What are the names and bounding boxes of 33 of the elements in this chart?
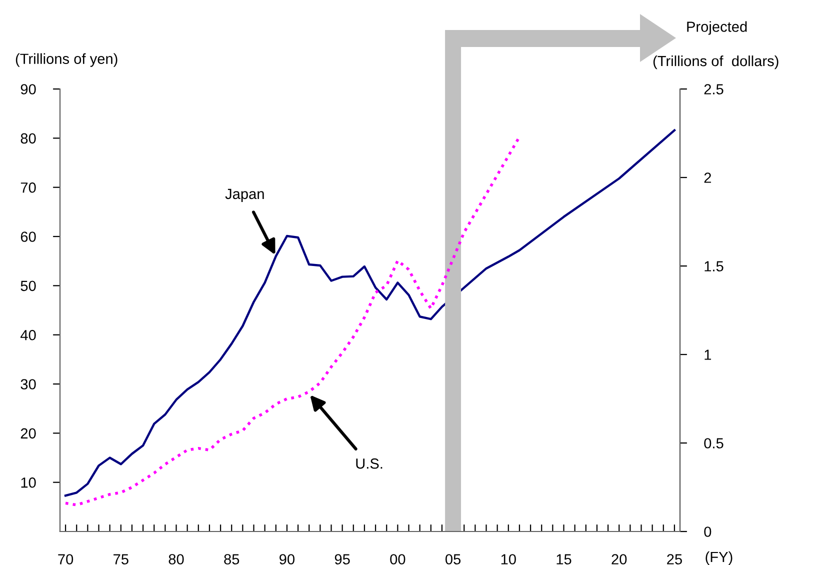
y-tick-label: 80 (20, 133, 36, 144)
y2-tick-label: 2 (704, 172, 711, 183)
y2-tick-label: 0 (704, 526, 712, 537)
y-tick-label: 10 (21, 477, 36, 488)
y-axis-title: (Trillions of yen) (16, 53, 118, 67)
x-tick-label: 05 (445, 554, 461, 564)
y-tick-label: 70 (20, 182, 36, 193)
y2-tick-label: 1 (704, 350, 712, 360)
x-axis-title: (FY) (706, 551, 732, 565)
x-tick-label: 15 (556, 554, 572, 564)
x-tick-label: 00 (390, 554, 406, 564)
x-tick-label: 25 (667, 554, 682, 564)
y-tick-label: 60 (20, 232, 36, 242)
y-tick-label: 50 (20, 280, 36, 292)
y-tick-label: 20 (20, 428, 36, 439)
y2-axis-title: (Trillions of dollars) (653, 55, 778, 70)
y2-tick-label: 1.5 (704, 261, 724, 272)
x-tick-label: 80 (168, 554, 184, 564)
x-tick-label: 10 (501, 554, 516, 564)
y2-tick-label: 2.5 (704, 84, 724, 94)
annotation: Japan (225, 188, 264, 202)
y-tick-label: 90 (20, 84, 36, 94)
y-tick-label: 40 (20, 330, 36, 340)
x-tick-label: 85 (224, 554, 240, 564)
x-tick-label: 90 (280, 554, 295, 564)
x-tick-label: 95 (334, 554, 350, 564)
y2-tick-label: 0.5 (704, 438, 724, 448)
text: Projected (687, 21, 747, 35)
annotation: U.S. (356, 458, 382, 469)
x-tick-label: 20 (612, 554, 627, 564)
x-tick-label: 70 (58, 554, 74, 564)
x-tick-label: 75 (114, 554, 128, 564)
y-tick-label: 30 (20, 379, 36, 390)
